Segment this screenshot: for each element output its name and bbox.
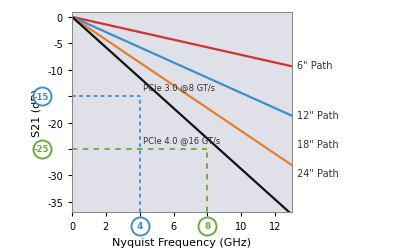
Text: PCIe 4.0 @16 GT/s: PCIe 4.0 @16 GT/s — [143, 135, 220, 144]
Text: 18" Path: 18" Path — [297, 139, 339, 149]
Text: 12" Path: 12" Path — [297, 110, 339, 120]
Text: 24" Path: 24" Path — [297, 168, 339, 178]
Text: 8: 8 — [204, 221, 210, 230]
Text: -25: -25 — [34, 145, 49, 154]
Y-axis label: S21 (dB): S21 (dB) — [32, 88, 42, 136]
Text: 4: 4 — [136, 221, 143, 230]
Text: -15: -15 — [34, 92, 49, 101]
X-axis label: Nyquist Frequency (GHz): Nyquist Frequency (GHz) — [112, 237, 252, 247]
Text: 6" Path: 6" Path — [297, 61, 332, 71]
Text: PCIe 3.0 @8 GT/s: PCIe 3.0 @8 GT/s — [143, 82, 215, 92]
